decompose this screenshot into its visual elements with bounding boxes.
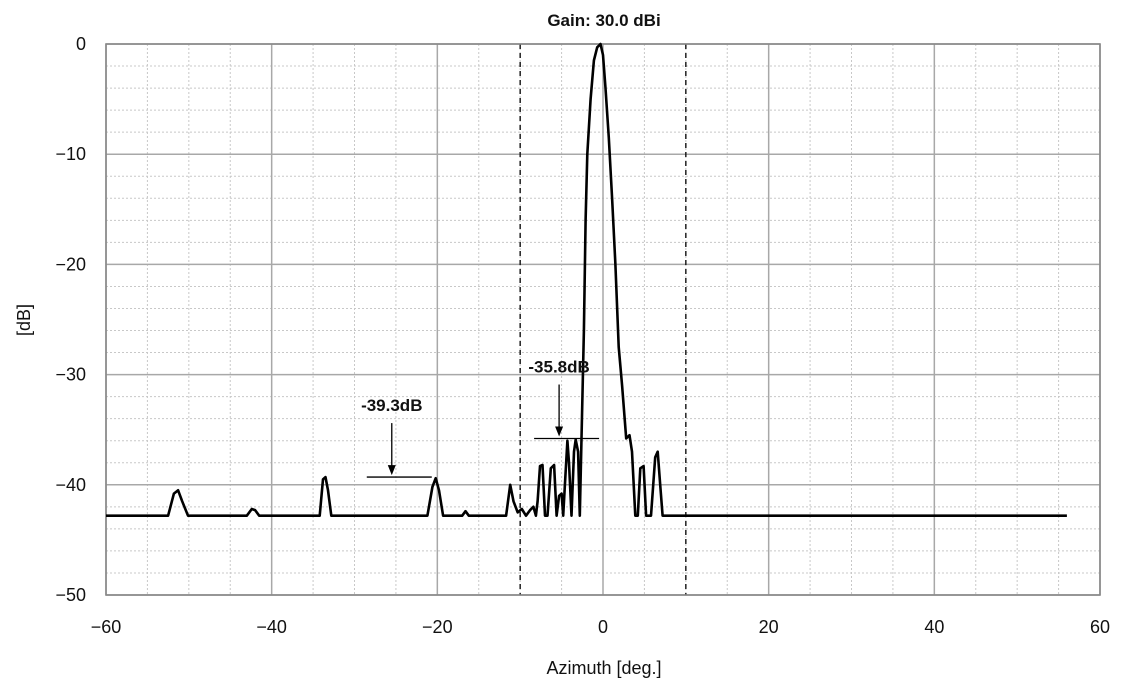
grid-major	[105, 43, 1101, 596]
y-tick-label: −20	[55, 254, 86, 274]
annotation-arrow-head	[387, 465, 396, 476]
y-tick-label: 0	[76, 34, 86, 54]
y-tick-label: −30	[55, 365, 86, 385]
plot-frame	[105, 43, 1101, 596]
y-tick-labels: 0 −10 −20 −30 −40 −50	[55, 34, 86, 605]
x-axis-label: Azimuth [deg.]	[546, 658, 661, 678]
x-tick-labels: −60 −40 −20 0 20 40 60	[91, 617, 1110, 637]
x-tick-label: −20	[422, 617, 453, 637]
x-tick-label: −60	[91, 617, 122, 637]
annotation-label: -39.3dB	[361, 396, 422, 415]
series-layer	[106, 42, 1067, 518]
x-tick-label: 60	[1090, 617, 1110, 637]
x-tick-label: 0	[598, 617, 608, 637]
y-tick-label: −10	[55, 144, 86, 164]
x-tick-label: −40	[256, 617, 287, 637]
x-tick-label: 20	[759, 617, 779, 637]
chart-title: Gain: 30.0 dBi	[547, 11, 660, 30]
x-tick-label: 40	[924, 617, 944, 637]
y-tick-label: −40	[55, 475, 86, 495]
series-line	[106, 42, 1067, 518]
annotation-layer: -39.3dB -35.8dB	[361, 358, 600, 478]
reference-lines	[519, 44, 687, 595]
y-tick-label: −50	[55, 585, 86, 605]
annotation-arrow-head	[555, 426, 564, 437]
annotation-label: -35.8dB	[528, 358, 589, 377]
y-axis-label: [dB]	[14, 304, 34, 336]
